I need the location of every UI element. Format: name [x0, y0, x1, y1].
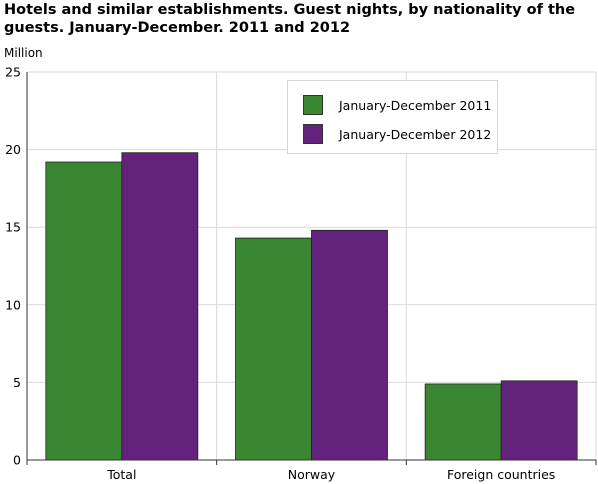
- legend-swatch-2012: [303, 124, 323, 144]
- chart-title: Hotels and similar establishments. Guest…: [4, 2, 576, 36]
- y-tick-label: 10: [5, 297, 21, 312]
- bar-norway-2011: [235, 237, 312, 461]
- y-tick-label: 5: [13, 375, 21, 390]
- legend: January-December 2011 January-December 2…: [287, 80, 498, 154]
- legend-swatch-2011: [303, 95, 323, 115]
- x-tick-label: Norway: [288, 467, 336, 482]
- legend-label-2012: January-December 2012: [339, 126, 492, 142]
- y-axis-label: Million: [4, 46, 43, 60]
- legend-label-2011: January-December 2011: [339, 97, 492, 113]
- y-tick-label: 25: [5, 65, 21, 80]
- legend-item-2011: January-December 2011: [303, 95, 491, 115]
- bar-norway-2012: [311, 229, 388, 461]
- bar-total-2012: [121, 152, 199, 461]
- bar-foreign-countries-2012: [500, 380, 578, 461]
- x-tick-label: Foreign countries: [447, 467, 555, 482]
- y-tick-label: 15: [5, 220, 21, 235]
- legend-item-2012: January-December 2012: [303, 124, 491, 144]
- bar-total-2011: [45, 161, 123, 461]
- x-tick-label: Total: [106, 467, 136, 482]
- bar-foreign-countries-2011: [424, 383, 502, 461]
- y-tick-label: 20: [5, 142, 21, 157]
- y-tick-label: 0: [13, 453, 21, 468]
